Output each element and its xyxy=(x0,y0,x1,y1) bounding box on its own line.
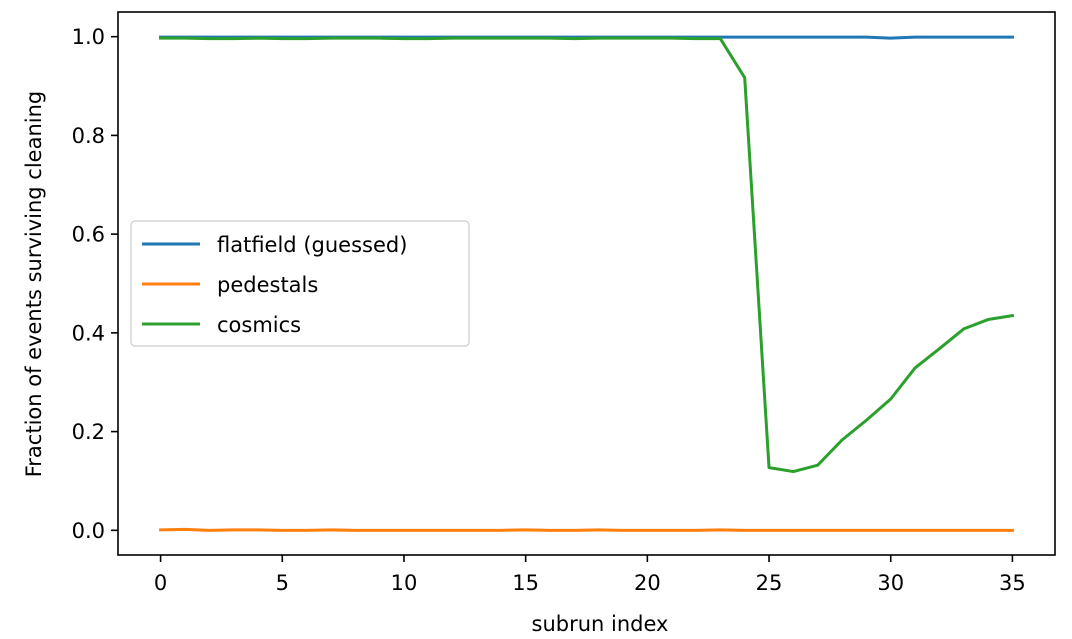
x-tick-label: 25 xyxy=(756,571,783,595)
x-tick-label: 15 xyxy=(512,571,539,595)
legend: flatfield (guessed) pedestals cosmics xyxy=(130,220,470,347)
x-tick-label: 10 xyxy=(391,571,418,595)
x-tick-label: 35 xyxy=(999,571,1026,595)
y-axis-label: Fraction of events surviving cleaning xyxy=(22,91,46,478)
y-tick-label: 0.2 xyxy=(72,420,105,444)
series-line-1 xyxy=(159,527,1014,532)
x-tick-label: 0 xyxy=(154,571,167,595)
y-tick-label: 0.0 xyxy=(72,519,105,543)
plot-lines xyxy=(159,35,1015,532)
x-tick-label: 20 xyxy=(634,571,661,595)
x-axis-ticks: 0 5 10 15 20 25 30 35 xyxy=(154,555,1026,595)
plot-frame xyxy=(117,11,1056,556)
y-tick-label: 1.0 xyxy=(72,25,105,49)
legend-label-2: cosmics xyxy=(217,313,301,337)
y-tick-label: 0.8 xyxy=(72,124,105,148)
x-axis-label: subrun index xyxy=(532,612,669,636)
y-axis-ticks: 0.0 0.2 0.4 0.6 0.8 1.0 xyxy=(72,25,118,543)
y-tick-label: 0.6 xyxy=(72,223,105,247)
legend-label-1: pedestals xyxy=(217,273,318,297)
legend-frame xyxy=(130,220,470,347)
series-line-2 xyxy=(159,36,1015,474)
y-tick-label: 0.4 xyxy=(72,321,105,345)
legend-label-0: flatfield (guessed) xyxy=(217,233,407,257)
x-tick-label: 5 xyxy=(276,571,289,595)
x-tick-label: 30 xyxy=(877,571,904,595)
